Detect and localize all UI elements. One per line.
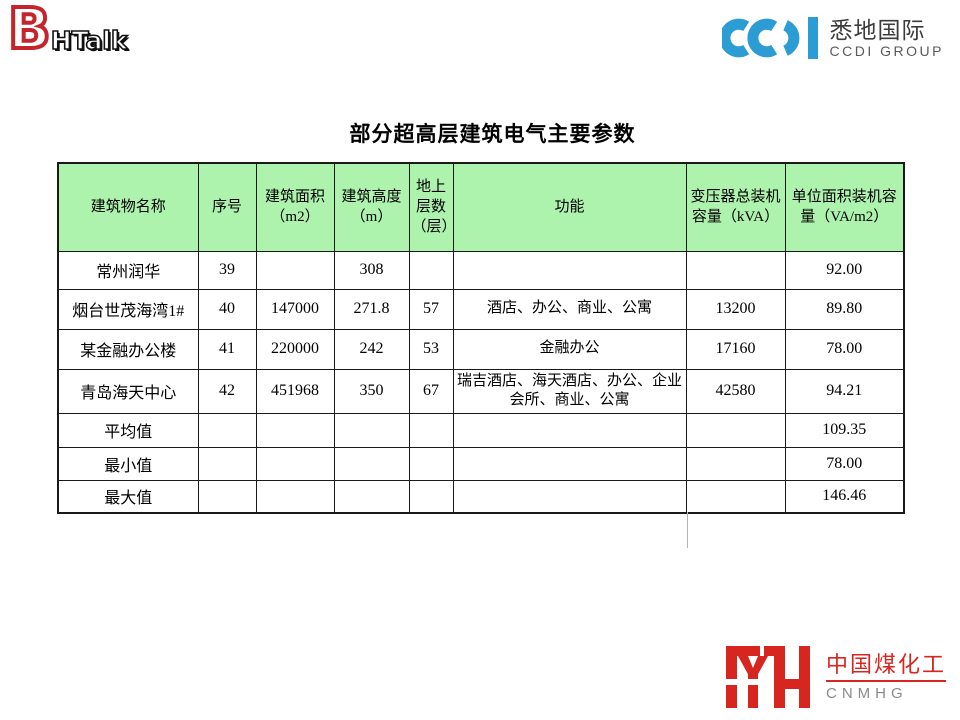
cnmhg-logo-icon (725, 646, 810, 708)
cell-function: 金融办公 (452, 328, 687, 370)
table-row-min: 最小值 78.00 (57, 446, 905, 481)
col-header-unit-capacity: 单位面积装机容量（VA/m2） (784, 162, 905, 252)
table-row-max: 最大值 146.46 (57, 479, 905, 514)
cell-height: 308 (333, 250, 410, 290)
cell-area: 220000 (255, 328, 335, 370)
cell-function (452, 446, 687, 481)
cell-unit-capacity: 109.35 (784, 412, 905, 448)
cell-unit-capacity: 89.80 (784, 288, 905, 330)
cell-serial: 39 (197, 250, 257, 290)
cell-area (255, 412, 335, 448)
col-header-height: 建筑高度（m） (333, 162, 410, 252)
col-header-floors: 地上层数（层） (408, 162, 454, 252)
parameters-table: 建筑物名称 序号 建筑面积（m2） 建筑高度（m） 地上层数（层） 功能 变压器… (57, 162, 905, 514)
cell-function: 瑞吉酒店、海天酒店、办公、企业会所、商业、公寓 (452, 368, 687, 414)
cell-floors: 67 (408, 368, 454, 414)
cell-unit-capacity: 94.21 (784, 368, 905, 414)
ccdi-logo-cn: 悉地国际 (829, 16, 926, 43)
table-border-artifact (687, 512, 688, 548)
cnmhg-logo-text: 中国煤化工 CNMHG (825, 651, 946, 702)
cell-serial (197, 446, 257, 481)
cell-building-name: 某金融办公楼 (57, 328, 199, 370)
cell-unit-capacity: 78.00 (784, 446, 905, 481)
cell-building-name: 常州润华 (57, 250, 199, 290)
ccdi-logo-en: CCDI GROUP (829, 42, 944, 59)
table-row: 烟台世茂海湾1# 40 147000 271.8 57 酒店、办公、商业、公寓 … (57, 288, 905, 330)
cell-serial: 40 (197, 288, 257, 330)
cnmhg-logo: 中国煤化工 CNMHG (725, 646, 946, 708)
cell-unit-capacity: 78.00 (784, 328, 905, 370)
ccdi-logo-icon (721, 17, 818, 59)
cell-floors: 57 (408, 288, 454, 330)
col-header-transformer-capacity: 变压器总装机容量（kVA） (685, 162, 786, 252)
cell-floors: 53 (408, 328, 454, 370)
cell-function (452, 250, 687, 290)
cnmhg-logo-en: CNMHG (825, 684, 908, 702)
cell-height: 271.8 (333, 288, 410, 330)
cell-transformer-capacity: 42580 (685, 368, 786, 414)
cnmhg-logo-rule (825, 679, 946, 682)
table-header-row: 建筑物名称 序号 建筑面积（m2） 建筑高度（m） 地上层数（层） 功能 变压器… (57, 162, 905, 252)
cell-transformer-capacity: 13200 (685, 288, 786, 330)
cell-function (452, 412, 687, 448)
col-header-area: 建筑面积（m2） (255, 162, 335, 252)
cell-floors (408, 250, 454, 290)
table-row-average: 平均值 109.35 (57, 412, 905, 448)
cell-area (255, 446, 335, 481)
cell-area (255, 479, 335, 514)
cell-unit-capacity: 92.00 (784, 250, 905, 290)
cell-height (333, 479, 410, 514)
bhtalk-logo-b: B (6, 0, 53, 62)
cell-transformer-capacity (685, 479, 786, 514)
bhtalk-logo-text: HTalk (50, 26, 128, 55)
col-header-serial: 序号 (197, 162, 257, 252)
col-header-building-name: 建筑物名称 (57, 162, 199, 252)
cell-height: 242 (333, 328, 410, 370)
table-row: 青岛海天中心 42 451968 350 67 瑞吉酒店、海天酒店、办公、企业会… (57, 368, 905, 414)
cell-building-name: 平均值 (57, 412, 199, 448)
cell-unit-capacity: 146.46 (784, 479, 905, 514)
cell-floors (408, 446, 454, 481)
cell-floors (408, 479, 454, 514)
cell-function (452, 479, 687, 514)
page-title: 部分超高层建筑电气主要参数 (349, 122, 636, 146)
cnmhg-logo-cn: 中国煤化工 (825, 651, 946, 677)
cell-area (255, 250, 335, 290)
cell-transformer-capacity: 17160 (685, 328, 786, 370)
cell-transformer-capacity (685, 446, 786, 481)
cell-floors (408, 412, 454, 448)
cell-height (333, 446, 410, 481)
cell-serial: 41 (197, 328, 257, 370)
cell-serial: 42 (197, 368, 257, 414)
cell-serial (197, 479, 257, 514)
col-header-function: 功能 (452, 162, 687, 252)
cell-building-name: 青岛海天中心 (57, 368, 199, 414)
cell-function: 酒店、办公、商业、公寓 (452, 288, 687, 330)
cell-building-name: 最大值 (57, 479, 199, 514)
cell-area: 451968 (255, 368, 335, 414)
cell-building-name: 最小值 (57, 446, 199, 481)
ccdi-logo: 悉地国际 CCDI GROUP (721, 14, 944, 62)
cell-transformer-capacity (685, 412, 786, 448)
cell-height: 350 (333, 368, 410, 414)
cell-area: 147000 (255, 288, 335, 330)
cell-serial (197, 412, 257, 448)
ccdi-logo-text: 悉地国际 CCDI GROUP (829, 16, 944, 59)
cell-building-name: 烟台世茂海湾1# (57, 288, 199, 330)
bhtalk-logo: B HTalk (6, 0, 128, 62)
table-row: 某金融办公楼 41 220000 242 53 金融办公 17160 78.00 (57, 328, 905, 370)
table-row: 常州润华 39 308 92.00 (57, 250, 905, 290)
cell-height (333, 412, 410, 448)
cell-transformer-capacity (685, 250, 786, 290)
